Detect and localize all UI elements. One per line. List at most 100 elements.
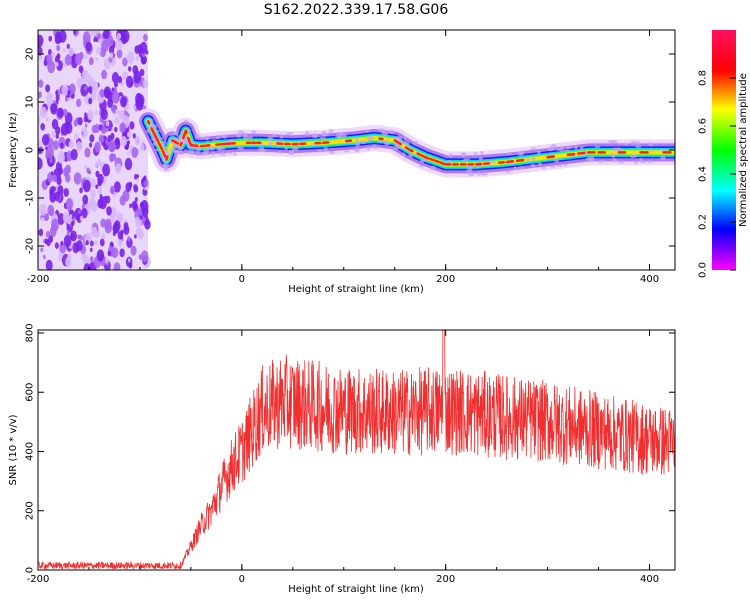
noise-blob xyxy=(60,142,64,149)
noise-blob xyxy=(57,107,64,118)
snr-x-tick-label: 200 xyxy=(436,574,455,585)
ridge-speckle xyxy=(205,137,209,141)
ridge-speckle xyxy=(398,146,406,150)
noise-blob xyxy=(104,218,112,231)
noise-blob xyxy=(41,216,45,223)
noise-blob xyxy=(55,90,58,95)
noise-blob xyxy=(55,94,60,102)
noise-blob xyxy=(38,147,43,155)
noise-blob xyxy=(133,70,142,84)
noise-blob xyxy=(49,157,53,164)
noise-blob xyxy=(82,194,89,205)
ridge-speckle xyxy=(550,164,556,168)
noise-blob xyxy=(52,140,59,151)
noise-blob xyxy=(97,158,102,166)
noise-blob xyxy=(113,262,121,270)
colorbar-tick-label: 0.6 xyxy=(698,118,709,134)
ridge-speckle xyxy=(180,131,185,134)
ridge-speckle xyxy=(190,150,195,153)
ridge-speckle xyxy=(258,146,265,152)
noise-blob xyxy=(99,238,105,247)
ridge-speckle xyxy=(480,150,484,156)
noise-blob xyxy=(79,215,84,222)
ridge-speckle xyxy=(378,139,383,144)
ridge-peak xyxy=(546,155,555,159)
noise-blob xyxy=(111,153,117,161)
noise-blob xyxy=(113,181,121,193)
noise-blob xyxy=(132,133,136,139)
noise-blob xyxy=(38,34,44,47)
noise-blob xyxy=(105,257,109,264)
noise-blob xyxy=(117,230,124,240)
ridge-peak xyxy=(146,119,151,125)
noise-blob xyxy=(103,86,112,99)
noise-blob xyxy=(111,126,114,131)
ridge-speckle xyxy=(623,142,629,146)
ridge-speckle xyxy=(403,136,407,141)
noise-blob xyxy=(38,157,43,170)
colorbar: 0.0 0.2 0.4 0.6 0.8 Normalized spectral ampl… xyxy=(698,30,749,278)
ridge-speckle xyxy=(563,163,568,167)
noise-blob xyxy=(101,233,106,240)
ridge-speckle xyxy=(317,148,323,153)
ridge-speckle xyxy=(236,132,240,137)
ridge-peak xyxy=(150,127,154,132)
ridge-speckle xyxy=(233,152,237,156)
noise-blob xyxy=(88,97,93,105)
ridge-peak xyxy=(152,130,156,136)
ridge-speckle xyxy=(185,140,189,144)
snr-x-tick-label: 0 xyxy=(239,574,245,585)
noise-blob xyxy=(64,172,68,177)
ridge-speckle xyxy=(633,153,638,158)
noise-blob xyxy=(135,55,140,62)
ridge-speckle xyxy=(208,147,215,151)
noise-blob xyxy=(45,146,48,151)
noise-blob xyxy=(119,122,126,134)
ridge-peak xyxy=(515,158,525,163)
ridge-speckle xyxy=(530,147,537,151)
noise-blob xyxy=(116,49,123,59)
noise-blob xyxy=(56,44,61,52)
spectrogram-panel: -200 0 200 400 20 10 0 -10 -20 Height of straigh… xyxy=(8,29,676,295)
noise-blob xyxy=(134,197,138,203)
noise-blob xyxy=(139,215,143,220)
ridge-speckle xyxy=(319,136,327,140)
ridge-speckle xyxy=(466,168,473,173)
noise-blob xyxy=(63,234,72,248)
noise-blob xyxy=(100,108,108,120)
noise-blob xyxy=(98,134,105,144)
ridge-peak xyxy=(434,159,440,164)
noise-blob xyxy=(84,164,87,169)
noise-blob xyxy=(52,174,58,183)
noise-blob xyxy=(131,200,138,210)
noise-blob xyxy=(55,133,59,139)
ridge-peak xyxy=(188,140,192,146)
noise-blob xyxy=(109,185,116,195)
ridge-speckle xyxy=(194,150,201,154)
ridge-speckle xyxy=(611,140,615,143)
spectrogram-x-label: Height of straight line (km) xyxy=(288,284,424,295)
ridge-speckle xyxy=(328,128,334,134)
noise-blob xyxy=(129,203,133,209)
ridge-speckle xyxy=(372,145,377,148)
noise-blob xyxy=(84,112,87,117)
noise-blob xyxy=(139,41,148,54)
ridge-speckle xyxy=(460,152,468,155)
noise-blob xyxy=(49,208,55,216)
noise-blob xyxy=(74,53,83,66)
ridge-speckle xyxy=(574,144,578,150)
noise-blob xyxy=(134,216,140,225)
noise-blob xyxy=(97,179,102,187)
noise-blob xyxy=(126,131,131,138)
noise-blob xyxy=(118,109,125,120)
noise-blob xyxy=(105,120,110,127)
noise-blob xyxy=(140,250,149,263)
noise-blob xyxy=(70,148,78,161)
noise-blob xyxy=(143,178,149,187)
ridge-speckle xyxy=(559,145,564,149)
noise-blob xyxy=(62,47,66,53)
ridge-speckle xyxy=(288,132,294,135)
ridge-speckle xyxy=(489,160,496,164)
noise-blob xyxy=(89,134,95,143)
ridge-speckle xyxy=(469,166,474,170)
